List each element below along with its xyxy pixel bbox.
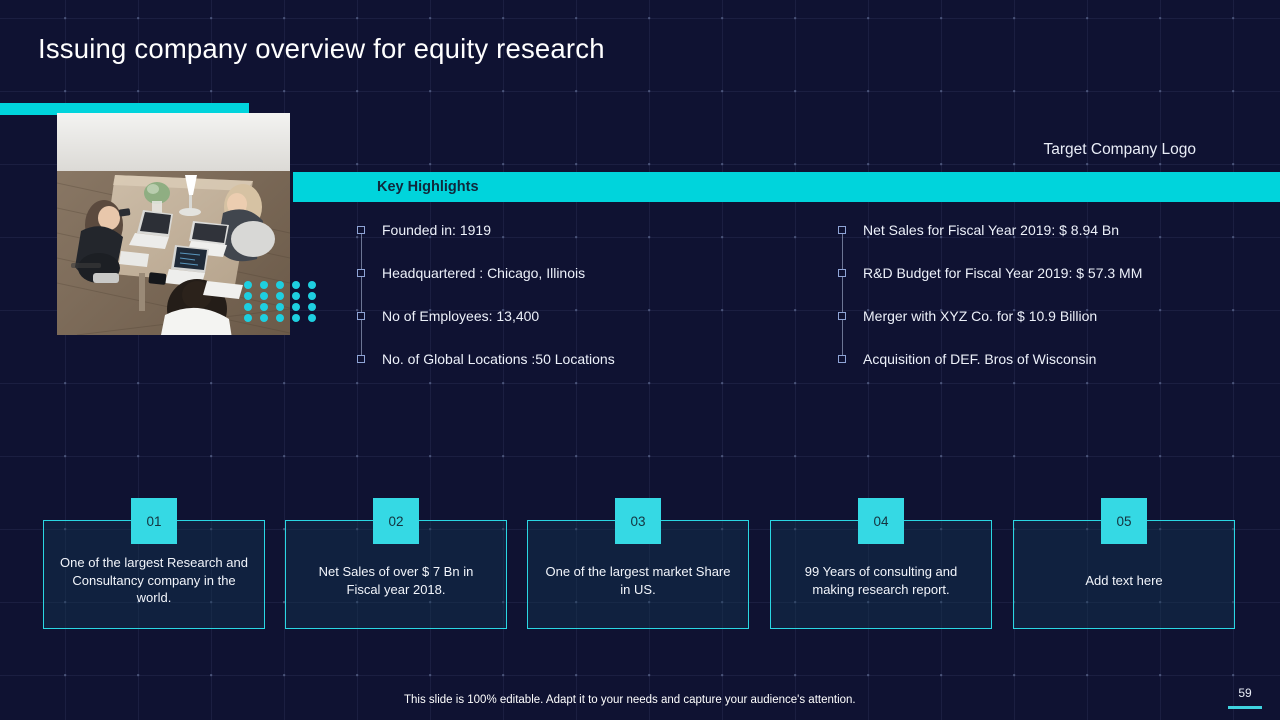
cyan-dot-grid-decoration	[240, 279, 320, 323]
square-bullet-icon	[357, 269, 365, 277]
card-text: Net Sales of over $ 7 Bn in Fiscal year …	[318, 564, 474, 597]
target-company-logo-label: Target Company Logo	[1043, 141, 1196, 158]
highlight-cards-row: 01 One of the largest Research and Consu…	[43, 497, 1237, 629]
list-item-label: Acquisition of DEF. Bros of Wisconsin	[863, 351, 1097, 367]
card-number-badge: 02	[373, 498, 419, 544]
list-item-label: Founded in: 1919	[382, 222, 491, 238]
highlight-card-02[interactable]: 02 Net Sales of over $ 7 Bn in Fiscal ye…	[285, 498, 507, 629]
square-bullet-icon	[838, 269, 846, 277]
card-number-badge: 04	[858, 498, 904, 544]
square-bullet-icon	[357, 312, 365, 320]
bullet-spine-right	[841, 229, 843, 362]
highlight-card-05[interactable]: 05 Add text here	[1013, 498, 1235, 629]
card-text: Add text here	[1085, 572, 1163, 588]
page-title: Issuing company overview for equity rese…	[38, 33, 605, 64]
key-highlights-header-bar: Key Highlights	[293, 172, 1280, 202]
footer-note: This slide is 100% editable. Adapt it to…	[404, 694, 856, 706]
square-bullet-icon	[838, 312, 846, 320]
key-highlights-title: Key Highlights	[377, 179, 479, 195]
square-bullet-icon	[357, 226, 365, 234]
list-item: Acquisition of DEF. Bros of Wisconsin	[838, 351, 1142, 394]
list-item-label: Net Sales for Fiscal Year 2019: $ 8.94 B…	[863, 222, 1120, 238]
card-text: 99 Years of consulting and making resear…	[804, 564, 958, 597]
list-item: Headquartered : Chicago, Illinois	[357, 265, 615, 308]
list-item-label: Headquartered : Chicago, Illinois	[382, 265, 586, 281]
square-bullet-icon	[838, 226, 846, 234]
card-number-badge: 05	[1101, 498, 1147, 544]
accent-bar-top-left	[0, 103, 249, 115]
bullet-spine-left	[360, 229, 362, 362]
card-text: One of the largest market Share in US.	[545, 564, 731, 597]
card-number-badge: 03	[615, 498, 661, 544]
highlight-card-01[interactable]: 01 One of the largest Research and Consu…	[43, 498, 265, 629]
list-item-label: R&D Budget for Fiscal Year 2019: $ 57.3 …	[863, 265, 1143, 281]
page-number-underline	[1228, 706, 1262, 709]
square-bullet-icon	[357, 355, 365, 363]
list-item: Net Sales for Fiscal Year 2019: $ 8.94 B…	[838, 222, 1142, 265]
list-item: No of Employees: 13,400	[357, 308, 615, 351]
square-bullet-icon	[838, 355, 846, 363]
list-item: R&D Budget for Fiscal Year 2019: $ 57.3 …	[838, 265, 1142, 308]
list-item-label: No of Employees: 13,400	[382, 308, 540, 324]
highlight-card-03[interactable]: 03 One of the largest market Share in US…	[527, 498, 749, 629]
page-number: 59	[1238, 686, 1252, 700]
list-item: Merger with XYZ Co. for $ 10.9 Billion	[838, 308, 1142, 351]
card-text: One of the largest Research and Consulta…	[60, 555, 248, 606]
list-item-label: No. of Global Locations :50 Locations	[382, 351, 615, 367]
list-item: Founded in: 1919	[357, 222, 615, 265]
key-highlights-right-column: Net Sales for Fiscal Year 2019: $ 8.94 B…	[838, 222, 1142, 394]
highlight-card-04[interactable]: 04 99 Years of consulting and making res…	[770, 498, 992, 629]
key-highlights-left-column: Founded in: 1919 Headquartered : Chicago…	[357, 222, 615, 394]
card-number-badge: 01	[131, 498, 177, 544]
list-item-label: Merger with XYZ Co. for $ 10.9 Billion	[863, 308, 1098, 324]
list-item: No. of Global Locations :50 Locations	[357, 351, 615, 394]
